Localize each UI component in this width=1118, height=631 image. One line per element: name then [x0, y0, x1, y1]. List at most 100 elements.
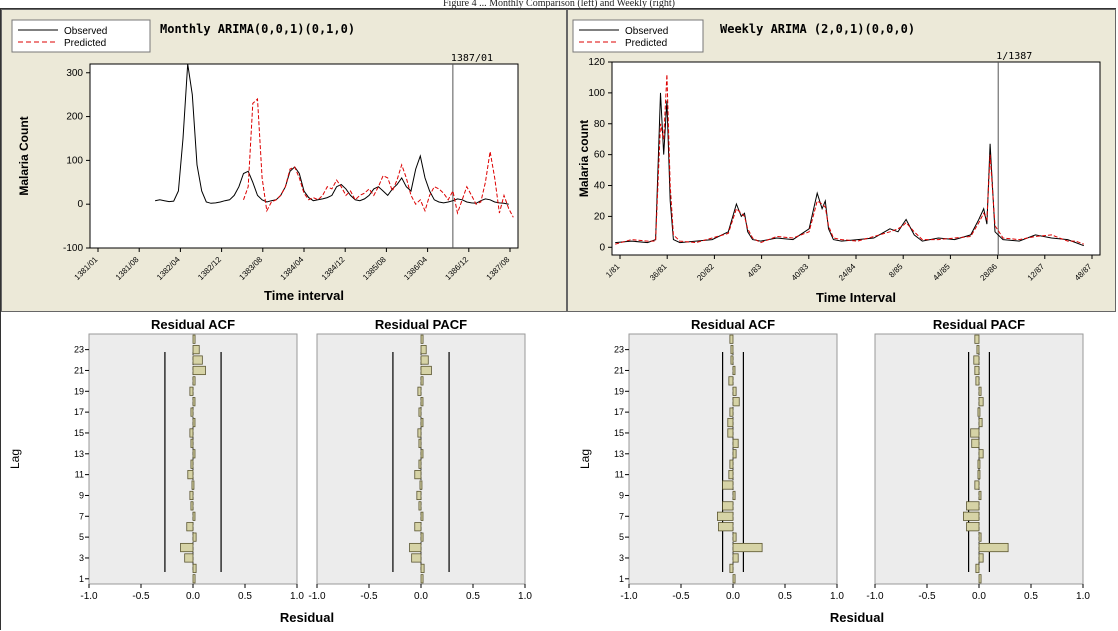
- correlation-bar: [974, 334, 980, 344]
- correlation-bar: [732, 553, 739, 563]
- y-tick-label: 7: [619, 511, 624, 521]
- y-tick-label: 13: [74, 449, 84, 459]
- correlation-bar: [978, 386, 982, 396]
- plot-area: [89, 63, 519, 249]
- correlation-bar: [732, 542, 763, 553]
- x-tick-label: 1386/12: [443, 255, 470, 282]
- correlation-bar: [418, 407, 422, 417]
- correlation-bar: [420, 563, 425, 573]
- y-tick-label: 5: [79, 532, 84, 542]
- x-tick-label: 1.0: [290, 591, 304, 602]
- y-tick-label: 11: [75, 470, 84, 480]
- correlation-bar: [978, 490, 982, 501]
- correlation-bar: [420, 334, 424, 344]
- figure-caption: Figure 4 ... Monthly Comparison (left) a…: [442, 0, 676, 8]
- series-line-predicted: [615, 74, 1084, 245]
- correlation-bar: [192, 345, 200, 355]
- correlation-bar: [190, 438, 194, 448]
- correlation-bar: [978, 542, 1009, 553]
- correlation-bar: [191, 480, 195, 490]
- y-tick-label: 100: [66, 155, 83, 166]
- correlation-bar: [966, 501, 980, 511]
- correlation-bar: [962, 511, 980, 521]
- correlation-bar: [414, 470, 422, 480]
- x-tick-label: 36/81: [648, 262, 669, 283]
- x-tick-label: -0.5: [672, 591, 690, 602]
- correlation-bar: [420, 345, 427, 355]
- x-tick-label: 1386/04: [402, 255, 429, 282]
- correlation-bar: [417, 386, 422, 396]
- y-axis-label: Malaria Count: [17, 116, 31, 195]
- correlation-bar: [732, 397, 740, 407]
- correlation-bar: [729, 334, 734, 344]
- y-tick-label: 1: [79, 574, 84, 584]
- y-tick-label: 9: [619, 490, 624, 500]
- correlation-bar: [730, 345, 734, 355]
- x-tick-label: -0.5: [918, 591, 936, 602]
- x-tick-label: -0.5: [360, 591, 378, 602]
- monthly-series-chart: Monthly ARIMA(0,0,1)(0,1,0) ObservedPredi…: [11, 19, 519, 303]
- correlation-bar: [420, 355, 429, 365]
- correlation-bar: [419, 480, 423, 490]
- y-tick-label: 13: [614, 449, 624, 459]
- x-tick-label: 1385/08: [361, 255, 388, 282]
- y-tick-label: 9: [79, 490, 84, 500]
- y-axis-label: Lag: [8, 449, 22, 469]
- weekly-series-panel: Weekly ARIMA (2,0,1)(0,0,0) Observed Predi…: [567, 9, 1116, 312]
- correlation-bar: [192, 397, 196, 407]
- correlation-bar: [420, 532, 424, 542]
- x-tick-label: -1.0: [620, 591, 638, 602]
- legend-box: [11, 19, 151, 53]
- series-line-observed: [155, 63, 509, 205]
- correlation-bar: [192, 532, 197, 542]
- y-tick-label: 20: [594, 211, 606, 222]
- x-axis-label: Time Interval: [816, 290, 896, 305]
- legend-label-predicted: Predicted: [64, 38, 106, 49]
- correlation-bar: [418, 501, 422, 511]
- correlation-bar: [420, 397, 424, 407]
- y-tick-label: 60: [594, 150, 606, 161]
- correlation-bar: [732, 438, 739, 448]
- x-tick-label: -0.5: [132, 591, 150, 602]
- correlation-bar: [187, 470, 194, 480]
- correlation-bar: [732, 490, 736, 501]
- correlation-bar: [190, 501, 194, 511]
- x-tick-label: 1.0: [830, 591, 844, 602]
- y-tick-label: 11: [615, 470, 624, 480]
- correlation-bar: [977, 459, 981, 469]
- correlation-bar: [192, 417, 196, 428]
- correlation-bar: [189, 428, 194, 438]
- x-tick-label: 0.0: [186, 591, 200, 602]
- correlation-bar: [732, 386, 737, 396]
- correlation-bar: [420, 365, 432, 376]
- correlation-bar: [974, 480, 980, 490]
- x-tick-label: 0.0: [972, 591, 986, 602]
- correlation-bar: [189, 386, 194, 396]
- correlation-bar: [978, 417, 983, 428]
- correlation-bar: [420, 511, 424, 521]
- x-tick-label: -1.0: [866, 591, 884, 602]
- correlation-bar: [730, 355, 734, 365]
- correlation-bar: [190, 459, 194, 469]
- y-tick-label: 17: [74, 407, 84, 417]
- forecast-origin-label: 1/1387: [996, 51, 1032, 62]
- x-tick-label: 1381/08: [114, 255, 141, 282]
- x-tick-label: 1.0: [518, 591, 532, 602]
- forecast-origin-label: 1387/01: [451, 53, 493, 64]
- correlation-bar: [192, 334, 196, 344]
- correlation-bar: [970, 428, 980, 438]
- correlation-bar: [420, 574, 424, 584]
- correlation-bar: [977, 470, 981, 480]
- correlation-bar: [732, 449, 737, 459]
- legend-label-observed: Observed: [64, 26, 107, 37]
- chart-title: Monthly ARIMA(0,0,1)(0,1,0): [160, 22, 355, 36]
- x-tick-label: 1382/04: [155, 255, 182, 282]
- correlation-bar: [411, 553, 422, 563]
- correlation-bar: [190, 407, 194, 417]
- x-tick-label: -1.0: [308, 591, 326, 602]
- x-tick-label: 0.5: [1024, 591, 1038, 602]
- x-tick-label: 1383/08: [237, 255, 264, 282]
- correlation-bar: [192, 574, 196, 584]
- correlation-bar: [722, 501, 734, 511]
